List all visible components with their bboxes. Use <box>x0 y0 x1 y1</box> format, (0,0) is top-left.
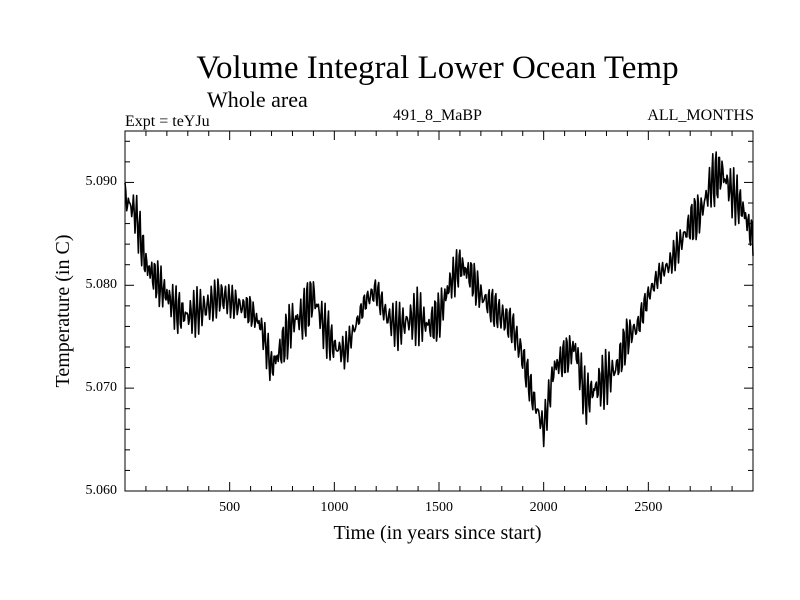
x-tick-label: 1000 <box>320 500 349 515</box>
series-line <box>124 151 754 448</box>
axis-ticks <box>125 131 753 491</box>
y-tick-label: 5.090 <box>85 174 118 190</box>
y-tick-label: 5.070 <box>85 380 118 396</box>
x-tick-label: 2000 <box>529 500 558 515</box>
x-tick-label: 2500 <box>634 500 663 515</box>
x-axis-label: Time (in years since start) <box>333 522 542 544</box>
chart-title: Volume Integral Lower Ocean Temp <box>196 50 679 86</box>
chart-subtitle: Whole area <box>207 87 308 112</box>
y-tick-label: 5.060 <box>85 483 118 498</box>
run-id-label: 491_8_MaBP <box>393 107 482 124</box>
experiment-label: Expt = teYJu <box>125 113 210 130</box>
period-label: ALL_MONTHS <box>647 107 754 124</box>
y-tick-label: 5.080 <box>85 277 118 293</box>
x-tick-label: 1500 <box>425 500 453 515</box>
x-tick-label: 500 <box>219 500 241 515</box>
